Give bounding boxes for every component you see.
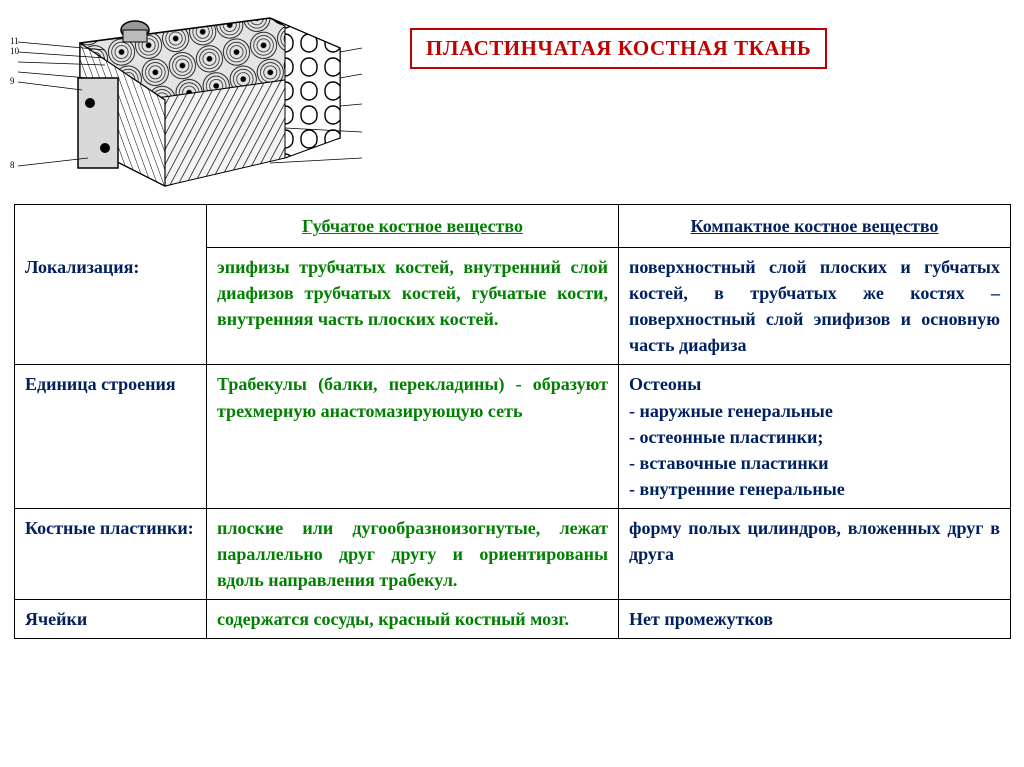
cell-1-compact: Остеоны - наружные генеральные - остеонн… — [619, 365, 1011, 508]
cell-0-compact: поверхностный слой плоских и губчатых ко… — [619, 248, 1011, 365]
cell-2-spongy: плоские или дугообразноизогнутые, лежат … — [207, 508, 619, 599]
svg-text:8: 8 — [10, 160, 15, 170]
title-text: ПЛАСТИНЧАТАЯ КОСТНАЯ ТКАНЬ — [426, 36, 811, 60]
bone-diagram: 11 10 9 8 — [10, 8, 370, 198]
svg-text:9: 9 — [10, 76, 15, 86]
header-spongy: Губчатое костное вещество — [207, 205, 619, 248]
comparison-table: Губчатое костное вещество Компактное кос… — [14, 204, 1011, 639]
cell-3-compact: Нет промежутков — [619, 600, 1011, 639]
header-empty — [15, 205, 207, 248]
row-label-3: Ячейки — [15, 600, 207, 639]
cell-1-spongy: Трабекулы (балки, перекладины) - образую… — [207, 365, 619, 508]
svg-text:10: 10 — [10, 46, 20, 56]
page-title: ПЛАСТИНЧАТАЯ КОСТНАЯ ТКАНЬ — [410, 28, 827, 69]
header-compact: Компактное костное вещество — [619, 205, 1011, 248]
row-label-1: Единица строения — [15, 365, 207, 508]
cell-3-spongy: содержатся сосуды, красный костный мозг. — [207, 600, 619, 639]
svg-text:11: 11 — [10, 36, 19, 46]
row-label-0: Локализация: — [15, 248, 207, 365]
row-label-2: Костные пластинки: — [15, 508, 207, 599]
cell-2-compact: форму полых цилиндров, вложенных друг в … — [619, 508, 1011, 599]
cell-0-spongy: эпифизы трубчатых костей, внутренний сло… — [207, 248, 619, 365]
